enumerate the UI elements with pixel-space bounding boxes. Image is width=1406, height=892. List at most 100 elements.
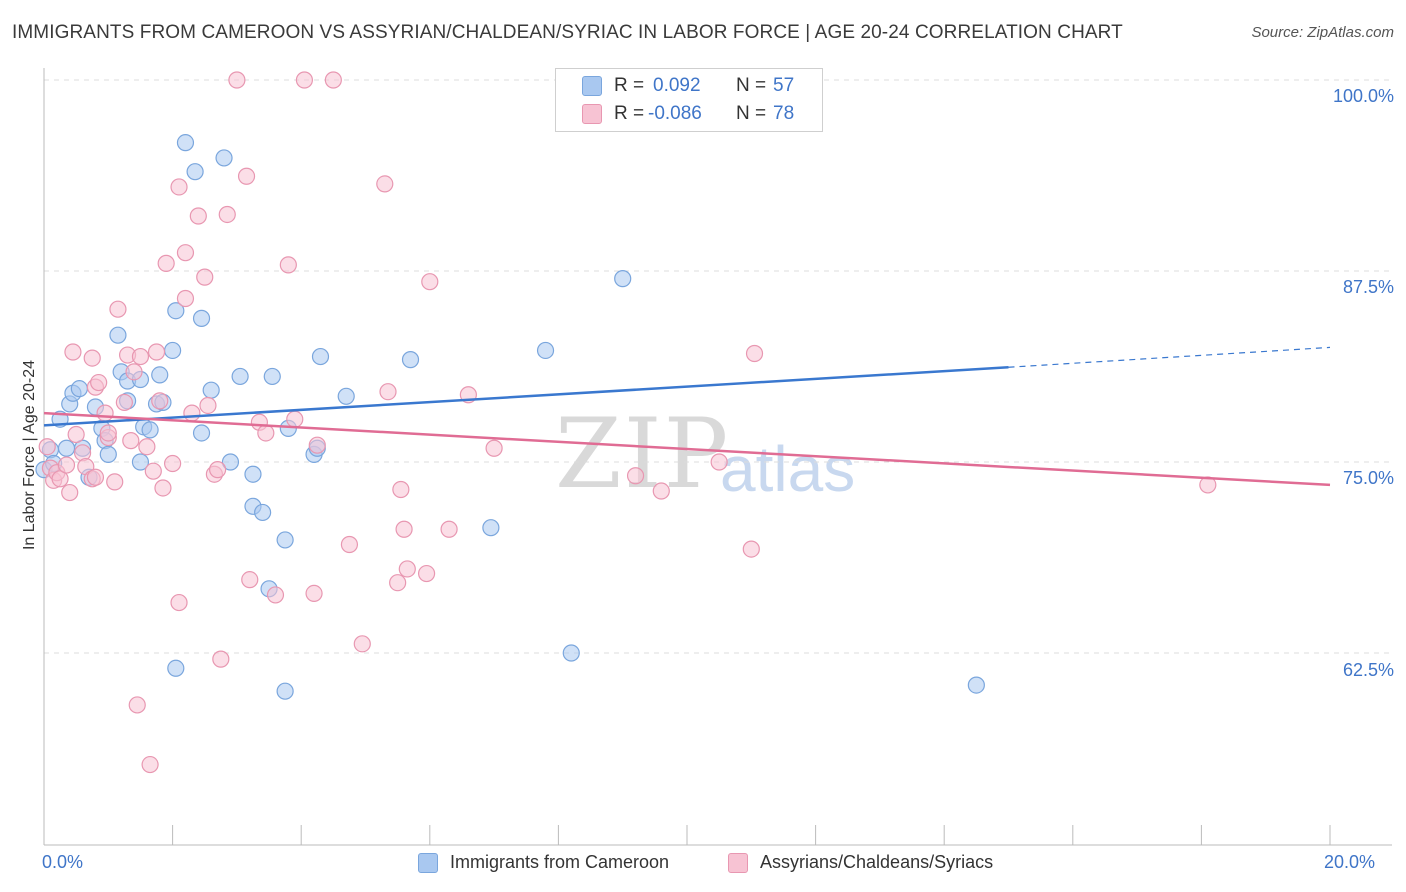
point-assyrian xyxy=(279,256,297,274)
legend-r-label: R = xyxy=(614,75,645,96)
y-tick-label: 75.0% xyxy=(1342,468,1394,488)
point-assyrian xyxy=(212,650,230,668)
point-assyrian xyxy=(99,424,117,442)
point-cameroon xyxy=(311,347,330,366)
point-assyrian xyxy=(170,178,188,196)
point-assyrian xyxy=(176,289,195,308)
legend-row-cameroon: R = 0.092 N = 57 xyxy=(556,75,822,99)
point-assyrian xyxy=(176,244,195,262)
axes xyxy=(43,68,1392,846)
point-cameroon xyxy=(263,367,281,386)
point-assyrian xyxy=(295,71,314,89)
point-assyrian xyxy=(170,593,188,612)
point-assyrian xyxy=(122,432,140,450)
point-assyrian xyxy=(257,424,275,442)
point-assyrian xyxy=(652,482,670,500)
point-assyrian xyxy=(379,383,397,401)
point-assyrian xyxy=(392,480,410,499)
legend-r-value: -0.086 xyxy=(648,103,702,124)
point-assyrian xyxy=(395,520,413,538)
point-assyrian xyxy=(421,273,439,291)
point-assyrian xyxy=(67,425,85,444)
point-assyrian xyxy=(38,438,56,456)
point-assyrian xyxy=(626,467,645,485)
point-assyrian xyxy=(157,254,175,272)
point-cameroon xyxy=(141,421,159,439)
point-assyrian xyxy=(125,363,143,381)
point-assyrian xyxy=(209,461,227,479)
point-cameroon xyxy=(614,270,632,288)
legend-swatch xyxy=(418,853,438,873)
point-cameroon xyxy=(337,387,355,405)
point-assyrian xyxy=(237,167,256,185)
trend-line-assyrian xyxy=(43,411,1331,487)
legend-n-value: 78 xyxy=(773,103,795,124)
point-assyrian xyxy=(128,696,146,714)
legend-swatch xyxy=(728,853,748,873)
legend-n-label: N = xyxy=(736,75,767,96)
point-assyrian xyxy=(57,456,76,474)
legend-label-cameroon: Immigrants from Cameroon xyxy=(450,852,670,872)
legend-r-value: 0.092 xyxy=(653,75,701,96)
chart-title: IMMIGRANTS FROM CAMEROON VS ASSYRIAN/CHA… xyxy=(12,22,1123,43)
point-cameroon xyxy=(151,366,169,384)
point-assyrian xyxy=(138,438,156,456)
stats-legend: R = 0.092 N = 57 R = -0.086 N = 78 xyxy=(555,68,823,132)
point-cameroon xyxy=(109,326,127,344)
point-cameroon xyxy=(99,445,117,463)
point-assyrian xyxy=(742,540,760,558)
point-cameroon xyxy=(221,453,240,471)
legend-row-assyrian: R = -0.086 N = 78 xyxy=(556,103,822,127)
point-cameroon xyxy=(70,380,88,398)
y-tick-label: 100.0% xyxy=(1332,86,1394,106)
point-assyrian xyxy=(109,300,127,318)
point-cameroon xyxy=(401,351,420,369)
legend-n-value: 57 xyxy=(773,75,795,96)
point-cameroon xyxy=(176,134,195,152)
trend-lines xyxy=(43,346,1331,487)
y-tick-label: 62.5% xyxy=(1342,660,1394,680)
point-assyrian xyxy=(196,268,214,286)
point-assyrian xyxy=(141,755,159,774)
point-assyrian xyxy=(417,564,436,583)
point-assyrian xyxy=(199,396,217,415)
legend-n-label: N = xyxy=(736,103,767,124)
trend-line-cameroon xyxy=(43,366,1009,427)
point-assyrian xyxy=(340,535,359,554)
point-cameroon xyxy=(536,341,555,360)
point-assyrian xyxy=(398,560,416,578)
point-assyrian xyxy=(376,175,394,193)
point-assyrian xyxy=(51,470,69,488)
point-cameroon xyxy=(186,163,204,181)
point-assyrian xyxy=(305,584,323,603)
point-assyrian xyxy=(90,373,108,392)
point-assyrian xyxy=(147,343,166,361)
point-assyrian xyxy=(485,439,503,457)
point-cameroon xyxy=(164,341,182,360)
point-cameroon xyxy=(131,453,150,471)
point-assyrian xyxy=(131,347,150,366)
trend-line-cameroon-projection xyxy=(1008,346,1331,368)
watermark-zip: ZIP xyxy=(555,398,731,510)
point-cameroon xyxy=(231,367,249,386)
point-cameroon xyxy=(482,519,500,537)
legend-swatch xyxy=(582,104,602,124)
point-assyrian xyxy=(266,586,285,604)
point-assyrian xyxy=(64,343,82,361)
point-assyrian xyxy=(164,454,182,473)
point-assyrian xyxy=(151,392,169,410)
point-cameroon xyxy=(192,309,211,327)
point-cameroon xyxy=(192,424,211,442)
point-cameroon xyxy=(967,676,985,694)
point-assyrian xyxy=(144,462,162,480)
watermark-atlas: atlas xyxy=(720,433,856,505)
point-cameroon xyxy=(254,503,272,522)
point-assyrian xyxy=(183,404,201,422)
legend-swatch xyxy=(582,76,602,96)
point-cameroon xyxy=(167,659,185,677)
point-assyrian xyxy=(286,410,304,428)
data-points xyxy=(35,69,1217,774)
source-label: Source: ZipAtlas.com xyxy=(1251,24,1394,41)
legend-r-label: R = xyxy=(614,103,645,124)
x-tick-label: 0.0% xyxy=(42,852,84,872)
